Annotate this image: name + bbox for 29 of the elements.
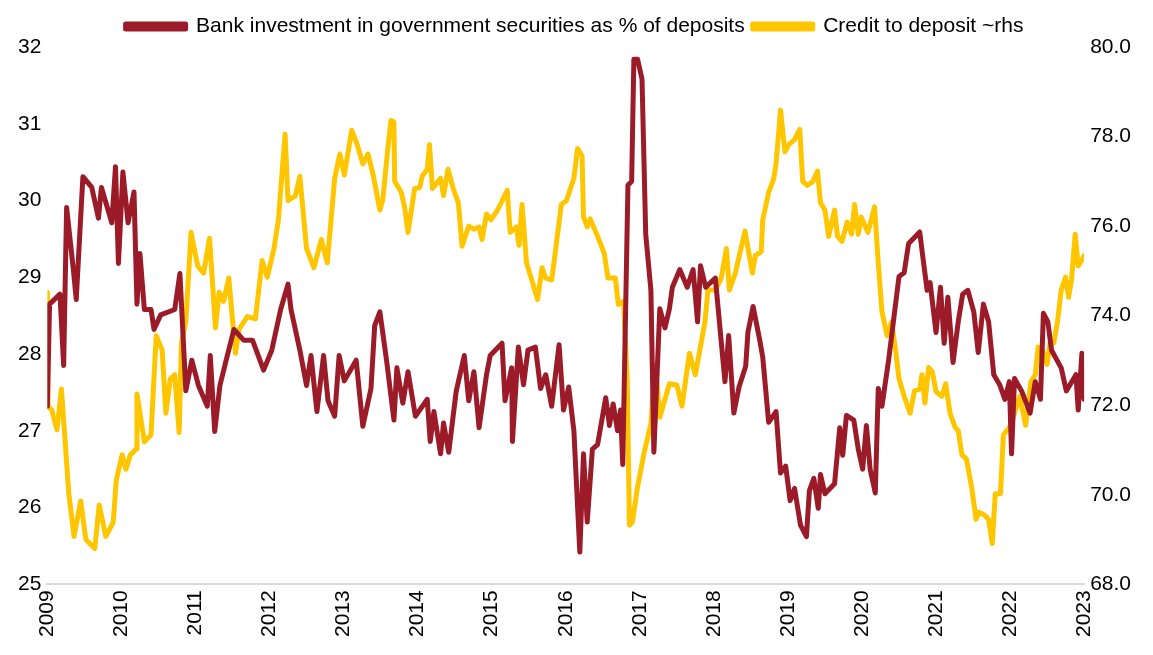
y-tick-label: 31: [18, 110, 42, 134]
y-tick-label: 30: [18, 187, 42, 211]
x-tick-label: 2022: [996, 590, 1020, 637]
x-tick-label: 2014: [404, 589, 428, 637]
x-tick-label: 2016: [552, 590, 576, 637]
x-tick-label: 2017: [626, 590, 650, 637]
y2-tick-label: 74.0: [1090, 302, 1131, 326]
y-tick-label: 28: [18, 340, 42, 364]
y2-tick-label: 76.0: [1090, 212, 1131, 236]
x-tick-label: 2021: [922, 590, 946, 637]
x-tick-label: 2015: [478, 590, 502, 637]
legend-label: Bank investment in government securities as % of deposits: [196, 13, 745, 37]
x-tick-label: 2013: [330, 590, 354, 637]
y2-tick-label: 80.0: [1090, 33, 1131, 57]
x-tick-label: 2018: [700, 590, 724, 637]
y-tick-label: 27: [18, 417, 42, 441]
y-tick-label: 29: [18, 264, 42, 288]
y2-tick-label: 70.0: [1090, 481, 1131, 505]
x-tick-label: 2009: [34, 590, 58, 637]
x-tick-label: 2019: [774, 590, 798, 637]
x-tick-label: 2020: [848, 590, 872, 637]
y-tick-label: 32: [18, 33, 42, 57]
y2-tick-label: 72.0: [1090, 391, 1131, 415]
y2-tick-label: 78.0: [1090, 123, 1131, 147]
x-tick-label: 2012: [256, 590, 280, 637]
x-tick-label: 2011: [182, 590, 206, 636]
legend-label: Credit to deposit ~rhs: [823, 13, 1024, 37]
x-tick-label: 2010: [108, 590, 132, 637]
y-tick-label: 26: [18, 494, 42, 518]
